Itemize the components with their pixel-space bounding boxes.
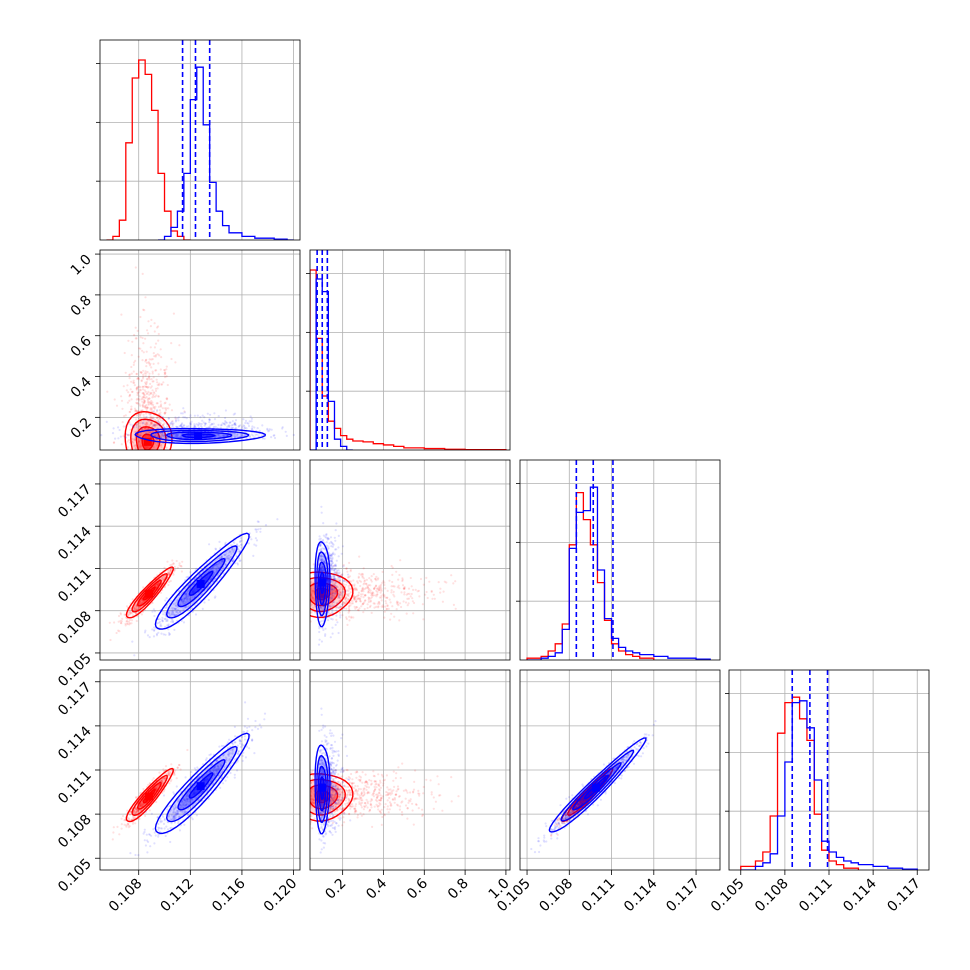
x-tick-label: 0.114: [840, 875, 880, 915]
density-peak: [145, 589, 154, 598]
x-tick-label: 0.112: [157, 876, 197, 916]
histogram-blue: [527, 486, 711, 660]
histogram-red: [106, 59, 191, 240]
x-tick-label: 0.8: [445, 876, 472, 903]
scatter-panel-0-1: [99, 249, 301, 451]
contour-level: [125, 767, 174, 823]
x-tick-label: 0.114: [621, 875, 661, 915]
scatter-panel-0-2: [99, 459, 301, 661]
contour-level: [125, 566, 174, 619]
y-tick-label: 0.2: [68, 415, 95, 442]
x-tick-label: 0.108: [106, 876, 146, 916]
contours-blue: [548, 737, 647, 833]
contour-level: [154, 732, 250, 835]
contour-level: [548, 737, 647, 833]
histogram-red: [526, 491, 655, 660]
y-tick-label: 0.117: [55, 481, 95, 521]
panel-frame: [99, 39, 301, 241]
contours-red: [125, 767, 174, 823]
contours-blue: [154, 532, 250, 630]
density-peak: [145, 792, 154, 801]
x-tick-label: 0.111: [796, 876, 836, 916]
contours-blue: [314, 541, 331, 628]
y-tick-label: 0.8: [68, 292, 95, 319]
histogram-blue: [740, 700, 918, 870]
histogram-panel-0: [96, 39, 301, 241]
y-tick-label: 0.6: [68, 333, 95, 360]
x-tick-label: 0.4: [363, 875, 390, 902]
density-peak: [318, 783, 327, 792]
density-peak: [592, 783, 601, 792]
y-tick-label: 0.114: [55, 524, 95, 564]
density-peak: [194, 431, 203, 440]
density-peak: [196, 579, 205, 588]
y-tick-label: 0.108: [55, 608, 95, 648]
scatter-panel-1-3: [309, 669, 511, 871]
histogram-blue: [158, 66, 294, 240]
y-tick-label: 0.111: [55, 566, 95, 606]
panel-frame: [309, 459, 511, 661]
panel-frame: [309, 669, 511, 871]
panel-frame: [99, 459, 301, 661]
contour-level: [154, 532, 250, 630]
y-tick-label: 0.105: [55, 856, 95, 896]
x-tick-label: 0.117: [663, 876, 703, 916]
x-tick-label: 0.117: [884, 876, 924, 916]
contour-level: [310, 773, 354, 822]
y-tick-label: 0.4: [68, 374, 95, 401]
contour-level: [310, 571, 354, 619]
x-tick-label: 0.116: [209, 875, 249, 915]
x-tick-label: 0.120: [261, 876, 301, 916]
histogram-panel-2: [516, 459, 721, 661]
histogram-panel-1: [306, 249, 511, 451]
scatter-panel-2-3: [519, 669, 721, 871]
y-tick-label: 0.114: [55, 723, 95, 763]
scatter-panel-0-3: [99, 669, 301, 871]
density-peak: [318, 578, 327, 587]
y-tick-label: 0.105: [55, 650, 95, 690]
x-tick-label: 0.108: [536, 876, 576, 916]
x-tick-label: 0.111: [579, 876, 619, 916]
y-tick-label: 1.0: [68, 252, 95, 279]
x-tick-label: 0.105: [708, 876, 748, 916]
y-tick-label: 0.111: [55, 768, 95, 808]
contour-level: [134, 427, 266, 445]
density-peak: [143, 437, 152, 446]
contour-level: [314, 541, 331, 628]
contours-blue: [154, 732, 250, 835]
y-tick-label: 0.108: [55, 812, 95, 852]
contour-level: [124, 410, 173, 450]
contours-blue: [314, 744, 331, 835]
histogram-panel-3: [725, 669, 930, 871]
panel-frame: [99, 249, 301, 451]
density-peak: [196, 782, 205, 791]
histogram-red: [740, 696, 860, 870]
contours-blue: [134, 427, 266, 445]
x-tick-label: 0.108: [752, 876, 792, 916]
scatter-panel-1-2: [309, 459, 511, 661]
panel-frame: [309, 249, 511, 451]
x-tick-label: 0.6: [404, 875, 431, 902]
contour-level: [314, 744, 331, 835]
panel-frame: [519, 459, 721, 661]
x-tick-label: 0.2: [322, 876, 349, 903]
contours-red: [125, 566, 174, 619]
panel-frame: [519, 669, 721, 871]
histogram-red: [310, 269, 507, 450]
